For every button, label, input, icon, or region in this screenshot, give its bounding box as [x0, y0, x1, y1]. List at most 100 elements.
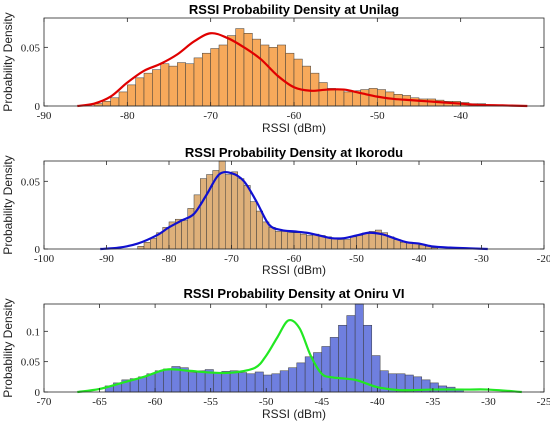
x-tick-label: -80	[120, 110, 135, 122]
histogram-bar	[410, 97, 420, 107]
histogram-bar	[237, 178, 245, 250]
histogram-bar	[227, 35, 236, 107]
axes-box	[43, 303, 545, 393]
histogram-bar	[225, 174, 232, 250]
histogram-bar	[304, 356, 314, 393]
histogram-bar	[350, 236, 357, 250]
y-axis-label: Probability Density	[1, 12, 15, 111]
histogram-bar	[143, 72, 153, 107]
histogram-bar	[288, 367, 298, 393]
histogram-bar	[300, 233, 307, 250]
histogram-bar	[252, 38, 261, 107]
y-tick-label: 0	[35, 244, 41, 256]
histogram-bar	[143, 241, 151, 250]
histogram-bar	[235, 28, 245, 107]
density-curve	[77, 32, 528, 108]
histogram-bar	[213, 372, 223, 393]
histogram-bar	[163, 368, 173, 393]
x-axis-label: RSSI (dBm)	[262, 121, 326, 135]
density-curve	[100, 170, 488, 251]
histogram-bar	[321, 346, 331, 393]
histogram-bar	[181, 220, 188, 250]
histogram-bar	[343, 91, 353, 107]
histogram-bar	[150, 237, 157, 250]
y-tick-label: 0.05	[21, 176, 41, 188]
histogram-bar	[193, 57, 203, 107]
x-tick-label: -70	[224, 253, 239, 265]
histogram-bar	[231, 171, 238, 250]
x-tick-label: -90	[37, 110, 52, 122]
histogram-bar	[271, 373, 281, 393]
subplot-2: -100 -90 -80 -70 -60 -50 -40 -30 -20 0 0.05 RSSI Pr…	[1, 145, 550, 277]
x-tick-label: -40	[370, 396, 385, 408]
histogram-bar	[256, 210, 263, 250]
histogram-bars	[104, 303, 464, 393]
histogram-bar	[127, 84, 136, 107]
histogram-bar	[296, 362, 306, 393]
histogram-bar	[238, 372, 248, 393]
histogram-bar	[243, 185, 251, 250]
x-tick-label: -20	[537, 253, 550, 265]
y-tick-label: 0	[35, 387, 41, 399]
x-tick-label: -70	[37, 396, 52, 408]
histogram-bar	[368, 231, 376, 250]
histogram-bar	[254, 371, 264, 393]
x-tick-label: -45	[314, 396, 329, 408]
x-tick-label: -55	[203, 396, 218, 408]
histogram-bar	[293, 232, 301, 250]
histogram-bar	[196, 370, 206, 393]
histogram-bar	[360, 89, 370, 107]
histogram-bar	[343, 239, 351, 250]
histogram-bar	[110, 97, 120, 107]
histogram-bar	[202, 52, 211, 107]
x-tick-label: -30	[474, 253, 489, 265]
x-tick-label: -60	[287, 253, 302, 265]
histogram-bar	[135, 77, 145, 107]
y-tick-label: 0.05	[21, 42, 41, 54]
x-tick-label: -25	[537, 396, 550, 408]
x-axis-label: RSSI (dBm)	[262, 263, 326, 277]
histogram-bar	[327, 88, 336, 107]
histogram-bar	[243, 33, 253, 107]
histogram-bar	[260, 44, 270, 107]
y-tick-label: 0	[35, 101, 41, 113]
x-tick-label: -50	[349, 253, 364, 265]
histogram-bar	[329, 337, 339, 393]
x-axis-label: RSSI (dBm)	[262, 407, 326, 421]
x-tick-label: -40	[412, 253, 427, 265]
subplot-1: -90 -80 -70 -60 -50 -40 0 0.05 RSSI Probability …	[1, 2, 545, 135]
histogram-bars	[137, 160, 438, 250]
histogram-bar	[229, 370, 239, 393]
histogram-bar	[262, 221, 270, 250]
x-tick-label: -70	[203, 110, 218, 122]
histogram-bar	[102, 101, 111, 107]
histogram-bar	[137, 246, 145, 250]
histogram-bar	[302, 65, 311, 107]
histogram-bar	[263, 374, 273, 393]
x-tick-label: -35	[426, 396, 441, 408]
x-tick-label: -90	[99, 253, 114, 265]
histogram-bar	[338, 324, 348, 393]
x-tick-label: -50	[259, 396, 274, 408]
histogram-bar	[185, 63, 195, 107]
histogram-bar	[337, 239, 345, 250]
histogram-bar	[210, 48, 220, 107]
x-tick-label: -50	[370, 110, 385, 122]
histogram-bar	[335, 89, 345, 107]
histogram-bar	[250, 201, 257, 250]
histogram-bar	[188, 372, 198, 393]
histogram-bar	[152, 69, 161, 107]
histogram-bar	[268, 227, 276, 250]
histogram-bar	[287, 232, 295, 250]
histogram-bar	[268, 47, 278, 107]
histogram-bar	[293, 58, 303, 107]
histogram-bar	[279, 370, 289, 393]
histogram-bar	[168, 65, 178, 107]
y-axis-label: Probability Density	[1, 298, 15, 397]
subplot-3: -70 -65 -60 -55 -50 -45 -40 -35 -30 -25 0 0.05 0.1 RS…	[1, 286, 550, 421]
x-tick-label: -40	[453, 110, 468, 122]
histogram-bar	[118, 91, 128, 107]
chart-title: RSSI Probability Density at Ikorodu	[185, 145, 403, 160]
histogram-bar	[177, 62, 186, 107]
